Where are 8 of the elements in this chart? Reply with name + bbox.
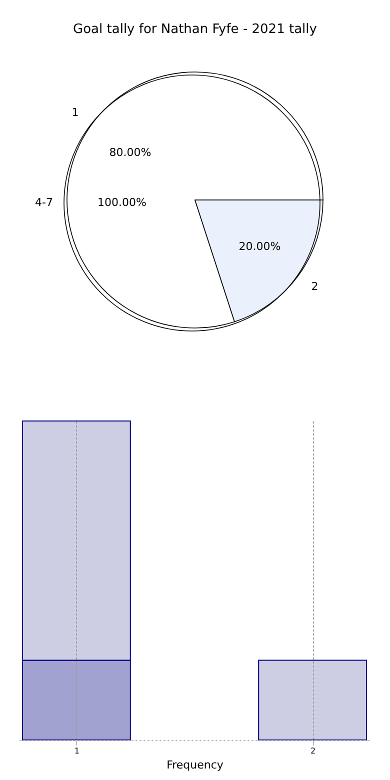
data-label: 80.00% xyxy=(109,146,152,159)
slice-label: 4-7 xyxy=(35,196,53,209)
slice-label: 1 xyxy=(72,106,79,120)
chart-title: Goal tally for Nathan Fyfe - 2021 tally xyxy=(73,22,318,37)
x-axis-title: Frequency xyxy=(166,758,224,772)
slice-label: 2 xyxy=(311,280,318,293)
data-label: 20.00% xyxy=(238,240,281,254)
data-label: 100.00% xyxy=(98,196,146,209)
